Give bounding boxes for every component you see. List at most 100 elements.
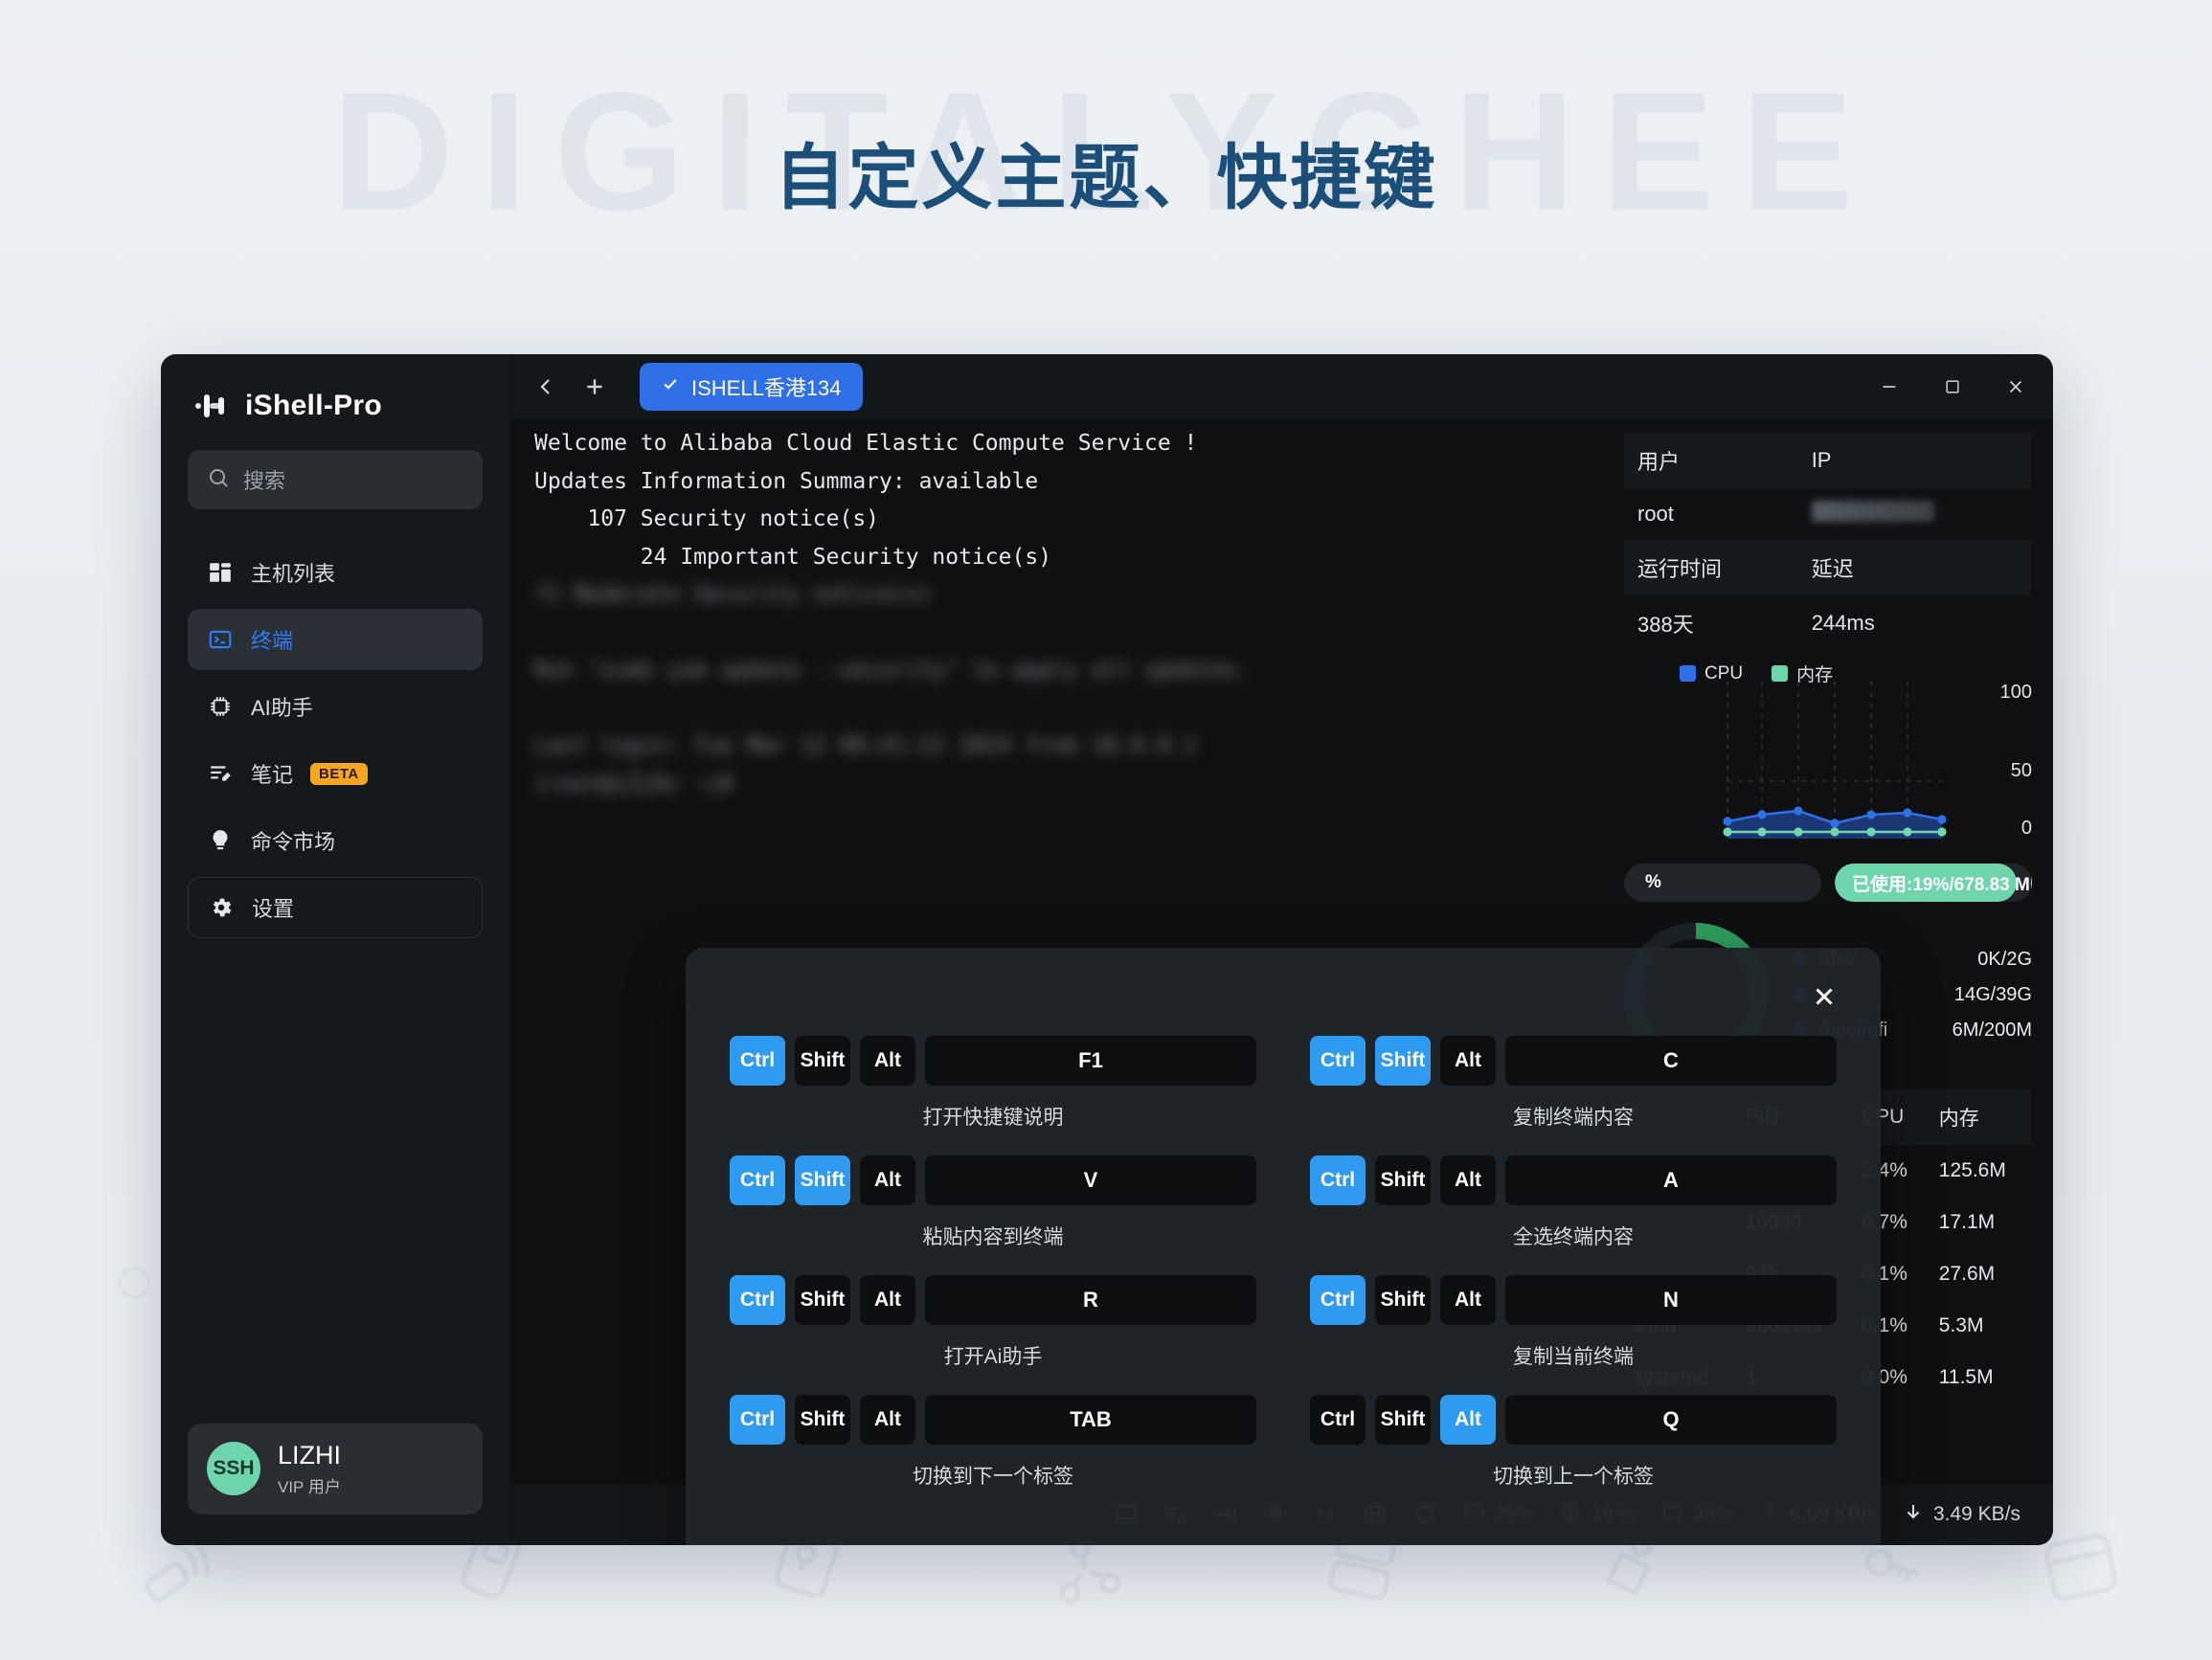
sidebar-item-ai-assistant[interactable]: AI助手 (188, 676, 483, 737)
y-tick: 0 (2020, 818, 2032, 839)
process-mem: 27.6M (1938, 1263, 1996, 1285)
modifier-key-alt[interactable]: Alt (1440, 1155, 1496, 1205)
modifier-key-shift[interactable]: Shift (795, 1395, 850, 1445)
modifier-key-ctrl[interactable]: Ctrl (730, 1155, 785, 1205)
shortcut-item: Ctrl Shift Alt Q 切换到上一个标签 (1310, 1395, 1837, 1490)
shortcut-item: Ctrl Shift Alt R 打开Ai助手 (730, 1275, 1256, 1370)
shortcut-key-input[interactable]: R (925, 1275, 1256, 1325)
shortcut-key-input[interactable]: V (925, 1155, 1256, 1205)
minimize-icon[interactable] (1860, 362, 1919, 412)
modifier-key-shift[interactable]: Shift (795, 1155, 850, 1205)
modifier-key-alt[interactable]: Alt (860, 1036, 915, 1086)
shortcut-keys: Ctrl Shift Alt Q (1310, 1395, 1837, 1445)
beta-badge: BETA (310, 762, 368, 785)
terminal-tab[interactable]: ISHELL香港134 (640, 363, 863, 411)
modifier-key-shift[interactable]: Shift (795, 1036, 850, 1086)
y-tick: 100 (1999, 682, 2032, 703)
shortcut-description: 复制终端内容 (1513, 1107, 1634, 1129)
sidebar-item-hosts[interactable]: 主机列表 (188, 542, 483, 603)
modifier-key-shift[interactable]: Shift (795, 1275, 850, 1325)
legend-label: CPU (1704, 662, 1744, 684)
chart-legend: CPU 内存 (1680, 661, 1833, 686)
modifier-key-ctrl[interactable]: Ctrl (1310, 1395, 1366, 1445)
modifier-key-shift[interactable]: Shift (1375, 1395, 1431, 1445)
col-header-ip: IP (1811, 448, 1832, 472)
shortcut-description: 全选终端内容 (1513, 1226, 1634, 1248)
table-row: 388天 244ms (1624, 595, 2032, 651)
server-info-table: 用户 IP root 运行时间 延迟 388天 244ms (1624, 433, 2032, 651)
chevron-left-icon[interactable] (534, 375, 557, 398)
modifier-key-shift[interactable]: Shift (1375, 1275, 1431, 1325)
value-ip-redacted (1798, 488, 2032, 540)
table-row: root (1624, 488, 2032, 540)
sidebar-item-command-market[interactable]: 命令市场 (188, 810, 483, 871)
ishell-logo-icon (193, 387, 232, 425)
modifier-key-ctrl[interactable]: Ctrl (730, 1275, 785, 1325)
modifier-key-ctrl[interactable]: Ctrl (1310, 1275, 1366, 1325)
shortcut-key-input[interactable]: F1 (925, 1036, 1256, 1086)
tab-navigation: ISHELL香港134 (534, 363, 863, 411)
modifier-key-alt[interactable]: Alt (860, 1275, 915, 1325)
shortcut-keys: Ctrl Shift Alt TAB (730, 1395, 1256, 1445)
close-icon[interactable] (1802, 975, 1846, 1019)
modifier-key-ctrl[interactable]: Ctrl (1310, 1155, 1366, 1205)
modifier-key-shift[interactable]: Shift (1375, 1036, 1431, 1086)
shortcut-description: 粘贴内容到终端 (922, 1226, 1064, 1248)
sidebar: iShell-Pro 搜索 主机列表 (161, 354, 509, 1545)
sidebar-item-settings[interactable]: 设置 (188, 877, 483, 938)
resource-usage-chart: CPU 内存 (1624, 661, 2032, 850)
modifier-key-alt[interactable]: Alt (1440, 1395, 1496, 1445)
modifier-key-alt[interactable]: Alt (860, 1395, 915, 1445)
modifier-key-ctrl[interactable]: Ctrl (730, 1395, 785, 1445)
sidebar-item-label: 笔记 (251, 763, 294, 787)
shortcut-description: 切换到下一个标签 (913, 1466, 1073, 1488)
avatar: SSH (207, 1442, 260, 1496)
usage-badges: % 已使用:19%/678.83 MB (1624, 864, 2032, 902)
sidebar-item-label: 设置 (252, 897, 295, 921)
table-row: 用户 IP (1624, 433, 2032, 488)
cpu-usage-label: % (1645, 872, 1661, 892)
modifier-key-ctrl[interactable]: Ctrl (1310, 1036, 1366, 1086)
window-controls (1860, 362, 2045, 412)
search-input[interactable]: 搜索 (188, 450, 483, 509)
shortcut-item: Ctrl Shift Alt F1 打开快捷键说明 (730, 1036, 1256, 1131)
value-user: root (1637, 502, 1674, 526)
shortcut-description: 打开Ai助手 (943, 1346, 1043, 1368)
modifier-key-alt[interactable]: Alt (1440, 1036, 1496, 1086)
plus-icon[interactable] (582, 374, 607, 399)
titlebar: ISHELL香港134 (509, 354, 2053, 419)
shortcut-keys: Ctrl Shift Alt C (1310, 1036, 1837, 1086)
user-card[interactable]: SSH LIZHI VIP 用户 (188, 1423, 483, 1514)
shortcut-keys: Ctrl Shift Alt F1 (730, 1036, 1256, 1086)
modifier-key-shift[interactable]: Shift (1375, 1155, 1431, 1205)
maximize-icon[interactable] (1923, 362, 1982, 412)
value-latency: 244ms (1811, 611, 1875, 635)
modifier-key-alt[interactable]: Alt (860, 1155, 915, 1205)
modifier-key-alt[interactable]: Alt (1440, 1275, 1496, 1325)
mount-value: 0K/2G (1977, 948, 2032, 970)
col-header-uptime: 运行时间 (1637, 557, 1723, 581)
shortcut-keys: Ctrl Shift Alt R (730, 1275, 1256, 1325)
bulb-icon (207, 828, 234, 853)
sidebar-item-label: AI助手 (251, 696, 313, 720)
shortcut-key-input[interactable]: N (1505, 1275, 1837, 1325)
sidebar-item-terminal[interactable]: 终端 (188, 609, 483, 670)
memory-usage-badge: 已使用:19%/678.83 MB (1835, 864, 2032, 902)
mount-value: 14G/39G (1953, 983, 2032, 1005)
shortcut-item: Ctrl Shift Alt TAB 切换到下一个标签 (730, 1395, 1256, 1490)
sidebar-nav: 主机列表 终端 AI助手 (188, 542, 483, 938)
shortcut-key-input[interactable]: A (1505, 1155, 1837, 1205)
shortcut-item: Ctrl Shift Alt C 复制终端内容 (1310, 1036, 1837, 1131)
shortcut-key-input[interactable]: TAB (925, 1395, 1256, 1445)
shortcut-key-input[interactable]: C (1505, 1036, 1837, 1086)
shortcut-item: Ctrl Shift Alt N 复制当前终端 (1310, 1275, 1837, 1370)
app-window: iShell-Pro 搜索 主机列表 (161, 354, 2053, 1545)
shortcut-key-input[interactable]: Q (1505, 1395, 1837, 1445)
download-speed: 3.49 KB/s (1902, 1500, 2020, 1529)
modifier-key-ctrl[interactable]: Ctrl (730, 1036, 785, 1086)
close-icon[interactable] (1986, 362, 2045, 412)
sidebar-item-notes[interactable]: 笔记 BETA (188, 743, 483, 804)
grid-icon (207, 560, 234, 585)
legend-item-cpu: CPU (1680, 663, 1743, 684)
col-header-latency: 延迟 (1811, 557, 1854, 581)
